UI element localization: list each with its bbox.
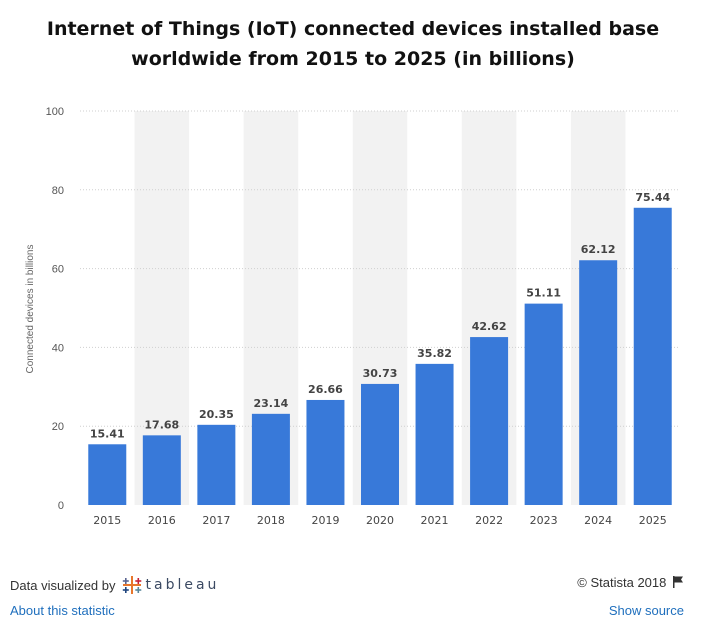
value-label-2023: 51.11 [526,287,561,300]
data-visualized-by-label: Data visualized by [10,577,116,593]
y-tick-label: 80 [52,185,64,197]
value-label-2025: 75.44 [635,191,670,204]
bar-2023[interactable] [524,303,563,505]
bar-2022[interactable] [470,337,509,505]
data-visualized-by: Data visualized by tableau [10,575,219,595]
bar-2025[interactable] [633,207,672,505]
x-tick-label-2015: 2015 [93,514,121,527]
value-label-2024: 62.12 [581,243,616,256]
x-tick-label-2018: 2018 [257,514,285,527]
value-label-2015: 15.41 [90,427,125,440]
chart-title-line-2: worldwide from 2015 to 2025 (in billions… [131,48,575,70]
x-tick-label-2022: 2022 [475,514,503,527]
tableau-wordmark: tableau [145,577,220,593]
value-label-layer: 15.41 17.68 20.35 23.14 26.66 30.73 35.82 42.62… [90,191,671,441]
x-tick-label-2020: 2020 [366,514,394,527]
bar-2021[interactable] [415,363,454,505]
value-label-2021: 35.82 [417,347,452,360]
xtick-layer: 2015 2016 2017 2018 2019 2020 2021 2022 2023 2024… [93,514,666,527]
value-label-2017: 20.35 [199,408,234,421]
flag-icon[interactable] [673,576,684,591]
bar-2020[interactable] [361,383,399,505]
value-label-2016: 17.68 [144,418,179,431]
copyright-text: © Statista 2018 [577,575,667,590]
y-tick-label: 20 [52,421,64,433]
bar-2016[interactable] [142,435,181,505]
value-label-2022: 42.62 [472,320,507,333]
bar-layer [88,207,672,505]
y-tick-label: 40 [52,342,64,354]
about-this-statistic-link[interactable]: About this statistic [10,603,115,618]
y-tick-label: 60 [52,264,64,276]
tableau-logo[interactable]: tableau [122,575,220,595]
show-source-link[interactable]: Show source [608,603,684,618]
bar-2019[interactable] [306,399,345,505]
tableau-cross-icon [122,576,141,594]
x-tick-label-2023: 2023 [530,514,558,527]
x-tick-label-2017: 2017 [202,514,230,527]
chart-title: Internet of Things (IoT) connected devic… [0,14,706,74]
y-tick-label: 100 [46,106,64,118]
copyright: © Statista 2018 [577,575,684,591]
bar-2024[interactable] [579,260,618,505]
x-tick-label-2021: 2021 [421,514,449,527]
bar-2017[interactable] [197,424,236,505]
x-tick-label-2016: 2016 [148,514,176,527]
x-tick-label-2019: 2019 [311,514,339,527]
value-label-2020: 30.73 [363,367,398,380]
bar-chart: 0 20 40 60 80 100 15.41 17.68 20.35 23.14 26.66 30… [25,106,680,527]
ytick-layer: 0 20 40 60 80 100 [46,106,64,512]
y-tick-label: 0 [58,500,64,512]
bar-2018[interactable] [251,413,290,505]
x-tick-label-2025: 2025 [639,514,667,527]
y-axis-label: Connected devices in billions [25,245,36,374]
chart-title-line-1: Internet of Things (IoT) connected devic… [46,18,660,40]
x-tick-label-2024: 2024 [584,514,612,527]
bar-2015[interactable] [88,444,127,505]
value-label-2018: 23.14 [254,397,289,410]
value-label-2019: 26.66 [308,383,343,396]
